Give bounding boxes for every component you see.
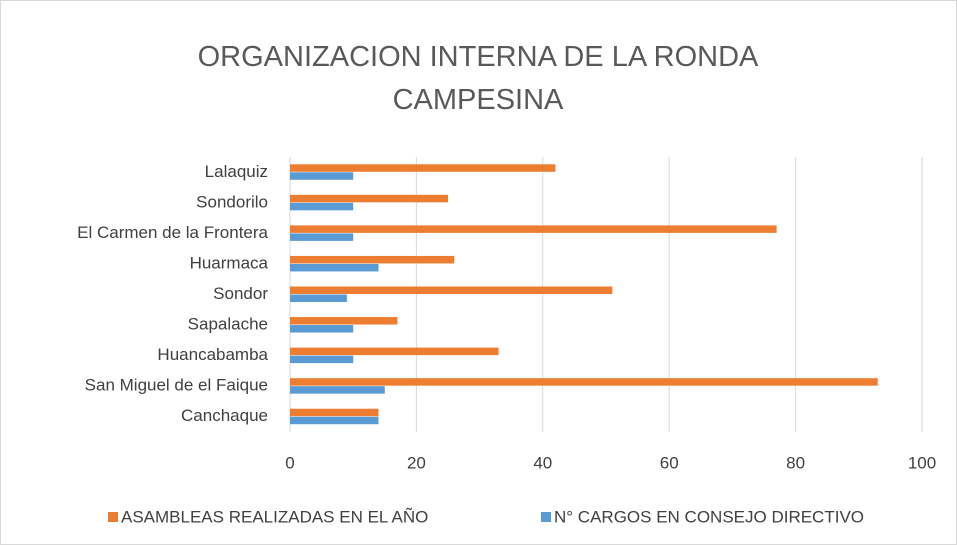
x-tick-label: 0: [285, 453, 294, 472]
bar: [290, 233, 354, 241]
bar: [290, 378, 878, 386]
bar: [290, 225, 777, 233]
bar: [290, 416, 379, 425]
y-tick-label: Huancabamba: [157, 345, 268, 364]
bar: [290, 347, 499, 356]
x-tick-label: 60: [660, 453, 679, 472]
bar: [290, 194, 448, 203]
legend-swatch: [108, 512, 118, 522]
y-tick-label: San Miguel de el Faique: [85, 376, 268, 395]
legend-label: ASAMBLEAS REALIZADAS EN EL AÑO: [121, 507, 428, 526]
x-tick-label: 20: [407, 453, 426, 472]
bar: [290, 164, 556, 172]
y-tick-label: Huarmaca: [190, 253, 269, 272]
legend-label: N° CARGOS EN CONSEJO DIRECTIVO: [554, 507, 864, 526]
x-tick-label: 40: [533, 453, 552, 472]
bar: [290, 408, 379, 417]
bar: [290, 325, 354, 333]
bar: [290, 263, 379, 272]
y-tick-label: Sondorilo: [196, 192, 268, 211]
y-tick-label: Lalaquiz: [205, 162, 268, 181]
bar: [290, 255, 455, 264]
chart-title: ORGANIZACION INTERNA DE LA RONDA CAMPESI…: [197, 41, 759, 116]
y-tick-label: Sapalache: [188, 315, 268, 334]
bar: [290, 294, 347, 302]
y-tick-label: Sondor: [213, 284, 268, 303]
bar: [290, 386, 385, 394]
x-tick-label: 80: [786, 453, 805, 472]
bar: [290, 355, 354, 364]
y-tick-label: El Carmen de la Frontera: [77, 223, 268, 242]
bar: [290, 317, 398, 325]
x-tick-label: 100: [908, 453, 936, 472]
y-tick-label: Canchaque: [181, 406, 268, 425]
bar: [290, 172, 354, 180]
bar: [290, 202, 354, 211]
bar: [290, 286, 613, 294]
legend-swatch: [541, 512, 551, 522]
